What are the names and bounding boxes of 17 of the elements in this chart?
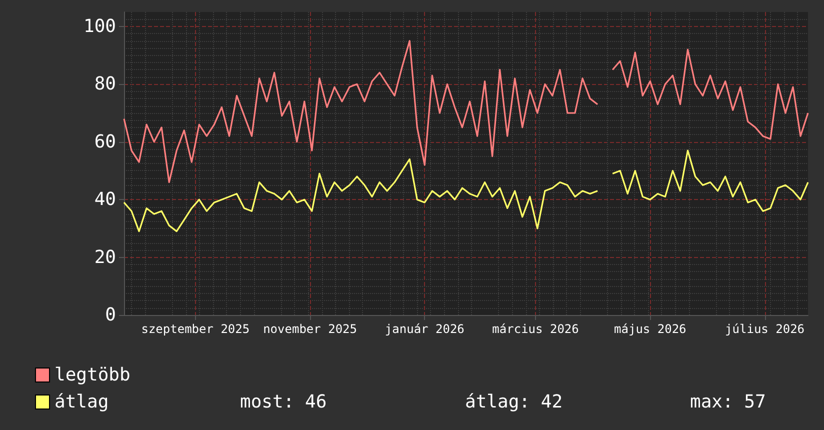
y-tick-label: 0	[105, 304, 116, 326]
x-tick-label: szeptember 2025	[141, 322, 250, 336]
text: max: 57	[690, 392, 766, 412]
x-tick-label: november 2025	[263, 322, 357, 336]
x-tick-label: március 2026	[492, 322, 579, 336]
text: most: 46	[240, 392, 327, 412]
text: átlag: 42	[465, 392, 563, 412]
x-tick-label: július 2026	[725, 322, 805, 336]
y-tick-label: 40	[94, 189, 116, 210]
legend-label: legtöbb	[54, 364, 130, 386]
x-tick-label: január 2026	[384, 322, 464, 336]
y-tick-label: 60	[94, 131, 116, 152]
x-tick-label: május 2026	[614, 322, 686, 336]
y-tick-label: 20	[94, 246, 116, 268]
y-tick-label: 80	[94, 74, 116, 95]
y-tick-label: 100	[83, 16, 116, 37]
legend-label: átlag	[54, 392, 109, 412]
